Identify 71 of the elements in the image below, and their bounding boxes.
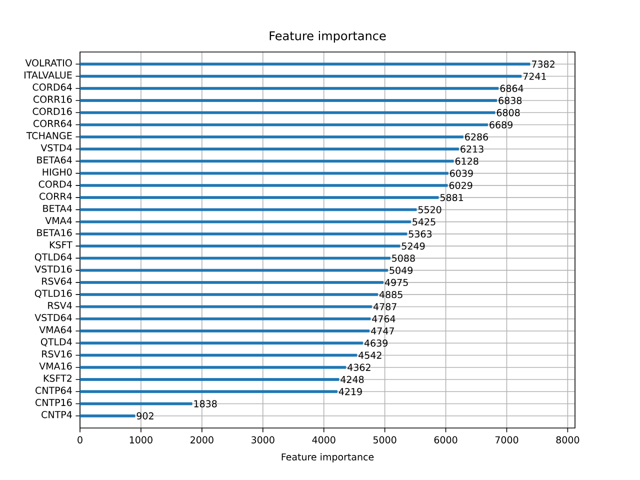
y-tick-label: VOLRATIO (25, 59, 72, 66)
y-tick-label: HIGH0 (42, 168, 72, 176)
data-label: 6039 (450, 170, 473, 177)
y-tick-label: BETA16 (37, 229, 72, 236)
y-tick-label: RSV64 (42, 278, 72, 285)
x-tick-label: 6000 (434, 436, 458, 444)
y-tick-label: BETA4 (43, 204, 72, 212)
y-tick-label: CORR16 (34, 96, 72, 103)
data-label: 5881 (440, 194, 464, 202)
data-label: 7241 (523, 72, 546, 80)
data-label: 4787 (373, 303, 396, 310)
data-label: 5520 (418, 206, 442, 214)
data-label: 5088 (392, 254, 415, 262)
y-tick-label: RSV4 (48, 302, 72, 310)
data-label: 6213 (460, 145, 484, 153)
data-label: 4362 (348, 364, 370, 371)
y-tick-label: KSFT2 (44, 374, 72, 382)
x-tick-label: 0 (78, 436, 82, 444)
data-label: 4764 (372, 315, 396, 322)
data-label: 7382 (532, 60, 554, 68)
x-tick-label: 2000 (190, 436, 214, 444)
y-tick-label: VMA4 (45, 217, 72, 224)
y-tick-label: CORD16 (32, 108, 72, 115)
data-label: 5425 (412, 218, 436, 226)
y-tick-label: CORR64 (34, 120, 72, 128)
data-label: 902 (136, 412, 154, 420)
data-label: 6128 (455, 158, 478, 165)
x-tick-label: 8000 (556, 436, 580, 444)
x-tick-label: 4000 (312, 436, 336, 444)
x-tick-label: 5000 (373, 436, 396, 444)
y-tick-label: VSTD16 (34, 265, 72, 273)
data-label: 5249 (402, 242, 425, 250)
chart-title: Feature importance (270, 31, 386, 43)
y-tick-label: CNTP64 (36, 386, 72, 394)
x-tick-label: 1000 (130, 436, 152, 444)
y-tick-label: ITALVALUE (24, 72, 72, 79)
y-tick-label: VSTD64 (34, 314, 72, 322)
y-tick-label: KSFT (50, 241, 72, 248)
y-tick-label: QTLD4 (40, 338, 72, 347)
y-tick-label: QTLD16 (34, 290, 72, 298)
data-label: 5049 (390, 266, 412, 274)
y-tick-label: CORD64 (32, 84, 72, 91)
data-label: 4542 (358, 352, 382, 359)
data-label: 6286 (465, 133, 488, 141)
y-tick-label: VSTD4 (40, 144, 72, 152)
data-label: 6838 (498, 96, 522, 104)
data-label: 6029 (449, 182, 472, 190)
x-axis-title: Feature importance (282, 453, 374, 462)
y-tick-label: CNTP16 (36, 398, 72, 406)
y-tick-label: CNTP4 (42, 411, 72, 418)
data-label: 6864 (500, 84, 524, 92)
data-label: 4639 (364, 340, 388, 347)
y-tick-label: QTLD64 (34, 253, 72, 262)
y-tick-label: VMA64 (39, 326, 72, 334)
data-label: 4975 (384, 278, 408, 286)
y-tick-label: VMA16 (39, 362, 72, 370)
data-label: 6808 (496, 109, 520, 116)
data-label: 4885 (379, 290, 402, 298)
y-tick-label: CORD4 (38, 180, 72, 188)
data-label: 4747 (371, 328, 394, 334)
data-label: 4219 (338, 388, 362, 396)
y-tick-label: TCHANGE (26, 132, 72, 140)
data-label: 1838 (194, 400, 217, 408)
data-label: 6689 (490, 121, 512, 128)
x-tick-label: 7000 (495, 436, 518, 444)
y-tick-label: BETA64 (37, 156, 72, 164)
data-label: 4248 (340, 376, 364, 384)
y-tick-label: CORR4 (40, 192, 72, 200)
y-tick-label: RSV16 (42, 350, 72, 358)
x-tick-label: 3000 (252, 436, 274, 444)
data-label: 5363 (408, 230, 432, 238)
